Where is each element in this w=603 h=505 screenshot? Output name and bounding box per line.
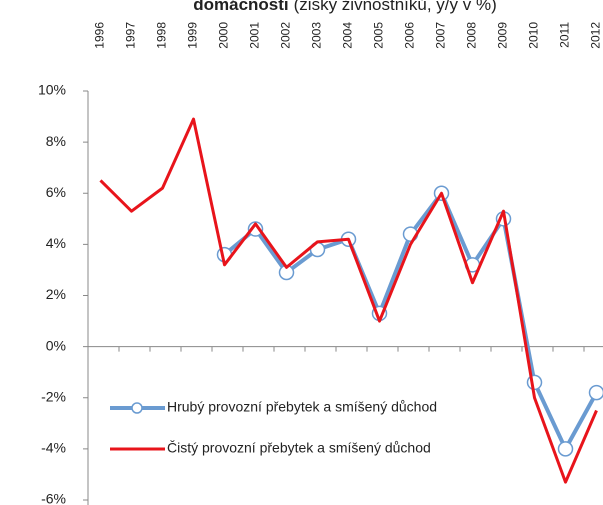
series-marker (557, 441, 574, 457)
series-marker (526, 374, 543, 391)
x-tick-label: 1996 (93, 22, 107, 49)
y-tick-label: 0% (46, 337, 66, 353)
y-tick-label: -6% (41, 491, 66, 505)
y-tick-label: 6% (46, 184, 66, 200)
x-tick-label: 2011 (558, 22, 572, 48)
x-tick-label: 2005 (372, 22, 386, 49)
legend-label: Čistý provozní přebytek a smíšený důchod (167, 440, 431, 456)
legend-marker (131, 402, 143, 414)
x-tick-label: 2007 (434, 22, 448, 49)
y-tick-label: -4% (41, 440, 66, 456)
x-tick-label: 2003 (310, 22, 324, 49)
y-tick-label: 8% (46, 133, 66, 149)
x-tick-label: 1997 (124, 22, 138, 49)
y-tick-label: -2% (41, 388, 66, 404)
y-tick-label: 4% (46, 235, 66, 251)
x-tick-label: 2009 (496, 22, 510, 49)
y-tick-label: 2% (46, 286, 66, 302)
x-tick-label: 2010 (527, 22, 541, 49)
x-tick-label: 2000 (217, 22, 231, 49)
series-marker (588, 384, 603, 401)
chart-subtitle: (zisky živnostníků, y/y v %) (294, 0, 497, 14)
x-tick-label: 2008 (465, 22, 479, 49)
x-tick-label: 2012 (589, 22, 603, 49)
x-tick-label: 2004 (341, 22, 355, 49)
y-tick-label: 10% (38, 82, 66, 98)
x-tick-label: 2006 (403, 22, 417, 49)
legend-label: Hrubý provozní přebytek a smíšený důchod (167, 399, 437, 415)
x-tick-label: 1999 (186, 22, 200, 49)
chart-title-wrap: domácnosti (zisky živnostníků, y/y v %) (193, 0, 497, 14)
chart-title: domácnosti (193, 0, 288, 14)
x-tick-label: 1998 (155, 22, 169, 49)
series-line (99, 117, 598, 484)
x-tick-label: 2001 (248, 22, 262, 49)
series-marker (247, 221, 264, 237)
x-tick-label: 2002 (279, 22, 293, 49)
